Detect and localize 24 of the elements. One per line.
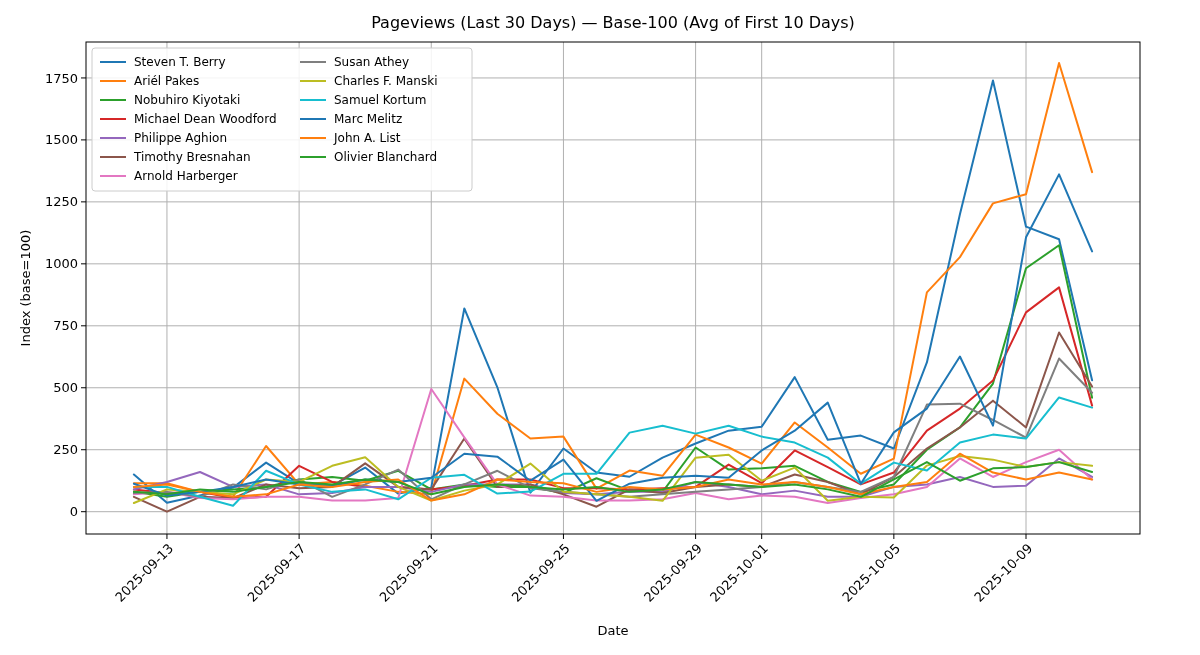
x-axis-title: Date — [597, 623, 629, 638]
legend-label: Timothy Bresnahan — [133, 150, 251, 165]
legend-label: Arnold Harberger — [134, 169, 238, 184]
legend-label: Nobuhiro Kiyotaki — [134, 93, 241, 108]
legend-label: Samuel Kortum — [334, 93, 427, 108]
y-tick-label: 750 — [53, 318, 78, 334]
y-tick-label: 1750 — [44, 70, 78, 86]
y-tick-label: 1250 — [44, 194, 78, 210]
legend-label: Olivier Blanchard — [334, 150, 438, 165]
y-tick-label: 0 — [69, 504, 78, 520]
y-tick-label: 500 — [53, 380, 78, 396]
legend-label: Charles F. Manski — [334, 74, 438, 89]
legend-label: Marc Melitz — [334, 112, 403, 127]
y-tick-label: 1000 — [44, 256, 78, 272]
legend-label: Susan Athey — [334, 55, 410, 70]
legend-label: Philippe Aghion — [134, 131, 227, 146]
legend-label: Ariél Pakes — [134, 74, 200, 89]
y-axis-title: Index (base=100) — [18, 229, 33, 347]
legend-label: Michael Dean Woodford — [134, 112, 277, 127]
chart-title: Pageviews (Last 30 Days) — Base-100 (Avg of First 10 Days) — [371, 13, 855, 32]
legend-label: Steven T. Berry — [134, 55, 226, 70]
legend-label: John A. List — [333, 131, 401, 146]
y-tick-label: 1500 — [44, 132, 78, 148]
y-tick-label: 250 — [53, 442, 78, 458]
